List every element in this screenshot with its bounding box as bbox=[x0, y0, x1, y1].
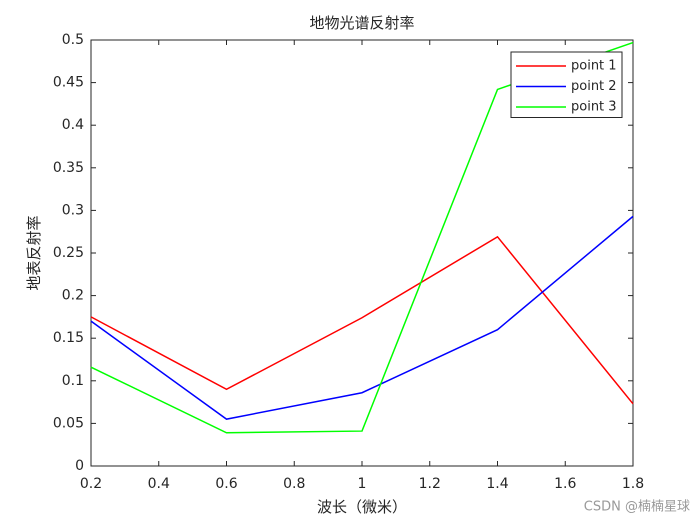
line bbox=[90, 215, 634, 420]
legend-label: point 2 bbox=[571, 79, 617, 94]
x-tick-label: 1.4 bbox=[486, 476, 508, 492]
x-tick-label: 0.4 bbox=[148, 476, 170, 492]
legend-label: point 3 bbox=[571, 100, 617, 115]
x-axis-label: 波长（微米） bbox=[317, 498, 407, 516]
y-axis-label: 地表反射率 bbox=[25, 215, 43, 290]
x-tick-label: 1 bbox=[358, 476, 367, 492]
y-tick-label: 0.5 bbox=[62, 32, 84, 48]
y-tick-label: 0.2 bbox=[62, 288, 84, 304]
chart-title: 地物光谱反射率 bbox=[309, 14, 414, 32]
legend-label: point 1 bbox=[571, 59, 617, 74]
watermark: CSDN @楠楠星球 bbox=[584, 500, 690, 515]
y-tick-label: 0.05 bbox=[53, 415, 84, 431]
x-tick-label: 1.2 bbox=[419, 476, 441, 492]
x-tick-label: 0.8 bbox=[283, 476, 305, 492]
y-tick-label: 0.4 bbox=[62, 117, 84, 133]
y-tick-label: 0.3 bbox=[62, 202, 84, 218]
y-tick-label: 0.25 bbox=[53, 245, 84, 261]
x-tick-label: 0.2 bbox=[80, 476, 102, 492]
x-tick-label: 1.8 bbox=[622, 476, 644, 492]
y-tick-label: 0.15 bbox=[53, 330, 84, 346]
x-tick-label: 1.6 bbox=[554, 476, 576, 492]
x-tick-label: 0.6 bbox=[215, 476, 237, 492]
y-tick-label: 0 bbox=[75, 458, 84, 474]
y-tick-label: 0.45 bbox=[53, 75, 84, 91]
y-tick-label: 0.35 bbox=[53, 160, 84, 176]
y-tick-label: 0.1 bbox=[62, 373, 84, 389]
